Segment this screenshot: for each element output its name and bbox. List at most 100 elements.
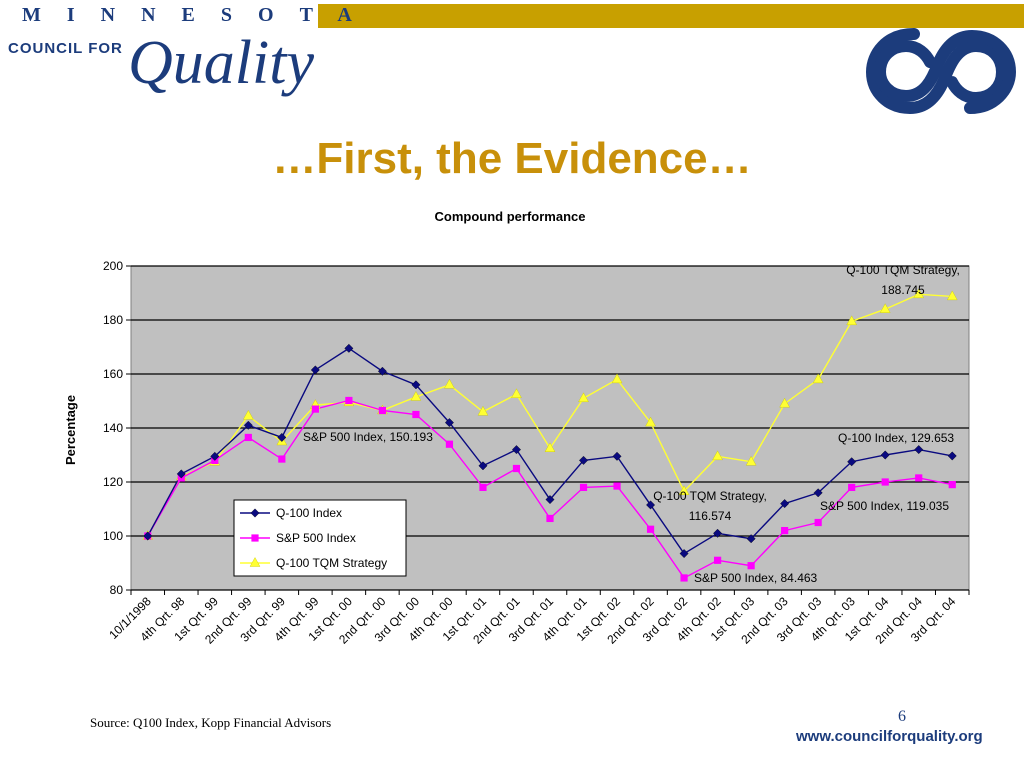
data-point-series-2 [477, 405, 489, 416]
y-tick-label: 140 [103, 421, 123, 435]
data-point-series-1 [311, 405, 319, 413]
data-point-series-0 [646, 500, 656, 510]
data-point-series-0 [444, 418, 454, 428]
y-tick-label: 100 [103, 529, 123, 543]
data-point-series-0 [411, 380, 421, 390]
header-accent-band [318, 4, 1024, 28]
data-point-series-1 [278, 455, 286, 463]
data-point-series-1 [881, 478, 889, 486]
data-point-series-2 [846, 315, 858, 326]
data-point-series-1 [646, 525, 655, 533]
data-label: Q-100 Index, 129.653 [838, 431, 954, 445]
data-point-series-0 [612, 451, 622, 461]
data-point-series-0 [713, 528, 723, 538]
data-point-series-0 [914, 445, 924, 455]
data-point-series-2 [879, 303, 891, 313]
chart-legend: Q-100 Index S&P 500 Index Q-100 TQM Strate… [233, 499, 407, 577]
data-label-value: 116.574 [689, 509, 732, 523]
data-point-series-1 [915, 474, 923, 482]
data-label: S&P 500 Index, 84.463 [694, 571, 818, 585]
data-point-series-0 [176, 469, 186, 479]
y-tick-label: 200 [103, 259, 123, 273]
data-point-series-1 [781, 527, 789, 535]
data-label: S&P 500 Index, 119.035 [820, 499, 949, 513]
data-point-series-0 [210, 451, 220, 461]
data-point-series-0 [143, 531, 153, 541]
data-point-series-2 [812, 373, 824, 384]
data-point-series-2 [410, 391, 422, 401]
data-point-series-2 [511, 388, 522, 398]
data-point-series-1 [613, 482, 621, 490]
org-logo-word: Quality [128, 29, 314, 97]
data-point-series-2 [913, 288, 925, 299]
data-point-series-1 [579, 483, 588, 491]
data-point-series-0 [579, 455, 589, 465]
chart-title: Compound performance [435, 209, 586, 224]
data-point-series-1 [244, 433, 252, 442]
data-label: Q-100 TQM Strategy, [653, 489, 767, 503]
data-label-value: 188.745 [881, 283, 925, 297]
y-axis-label: Percentage [63, 395, 78, 465]
data-point-series-1 [445, 440, 454, 448]
data-point-series-2 [779, 397, 790, 408]
legend-entry: Q-100 Index [276, 506, 342, 520]
legend-entry: Q-100 TQM Strategy [276, 556, 387, 570]
data-point-series-0 [277, 432, 287, 442]
data-point-series-0 [377, 366, 387, 376]
legend-entry: S&P 500 Index [276, 531, 356, 545]
data-point-series-2 [544, 442, 556, 452]
header-bar: MINNESOTA [0, 0, 1024, 30]
legend-marker [249, 557, 261, 567]
data-point-series-2 [712, 450, 723, 461]
data-point-series-0 [847, 457, 857, 467]
y-tick-label: 180 [103, 313, 123, 327]
data-point-series-0 [310, 365, 320, 375]
data-point-series-1 [680, 574, 688, 582]
data-point-series-0 [243, 420, 253, 430]
data-point-series-1 [714, 556, 722, 564]
data-point-series-2 [444, 378, 455, 389]
data-point-series-1 [814, 518, 822, 527]
data-point-series-0 [813, 488, 823, 498]
y-tick-label: 160 [103, 367, 123, 381]
data-label: S&P 500 Index, 150.193 [303, 430, 433, 444]
data-point-series-1 [546, 514, 554, 523]
data-point-series-1 [479, 483, 487, 491]
data-point-series-0 [344, 343, 354, 353]
org-name-line: COUNCIL FOR [8, 40, 123, 57]
compound-performance-chart: Compound performance 80 100 120 140 160 180 20… [63, 209, 970, 647]
legend-marker [251, 534, 259, 542]
data-point-series-2 [578, 392, 589, 403]
state-letters: MINNESOTA [22, 4, 378, 26]
data-point-series-2 [745, 455, 757, 466]
legend-marker [250, 508, 260, 518]
infinity-logo-icon [866, 28, 1016, 115]
y-tick-label: 80 [110, 583, 124, 597]
source-note: Source: Q100 Index, Kopp Financial Advis… [90, 715, 332, 730]
data-point-series-0 [780, 499, 790, 509]
data-point-series-1 [378, 406, 386, 415]
data-point-series-0 [478, 461, 488, 471]
data-point-series-1 [747, 562, 755, 570]
data-point-series-2 [611, 373, 623, 384]
data-point-series-1 [848, 483, 856, 491]
data-point-series-0 [947, 451, 957, 461]
data-point-series-1 [412, 410, 420, 419]
y-tick-label: 120 [103, 475, 123, 489]
data-point-series-0 [880, 450, 890, 460]
data-point-series-2 [645, 416, 656, 427]
data-point-series-1 [345, 396, 353, 405]
data-point-series-0 [511, 445, 521, 455]
data-point-series-2 [946, 290, 958, 301]
data-label: Q-100 TQM Strategy, [846, 263, 960, 277]
data-point-series-0 [679, 549, 689, 559]
website-link[interactable]: www.councilforquality.org [796, 728, 983, 745]
data-point-series-0 [545, 495, 555, 505]
data-point-series-2 [242, 409, 254, 420]
data-point-series-0 [746, 534, 756, 544]
data-point-series-2 [678, 485, 690, 495]
slide-title: …First, the Evidence… [272, 134, 752, 183]
data-point-series-1 [512, 464, 521, 473]
page-number: 6 [898, 708, 906, 725]
data-point-series-1 [948, 481, 956, 489]
